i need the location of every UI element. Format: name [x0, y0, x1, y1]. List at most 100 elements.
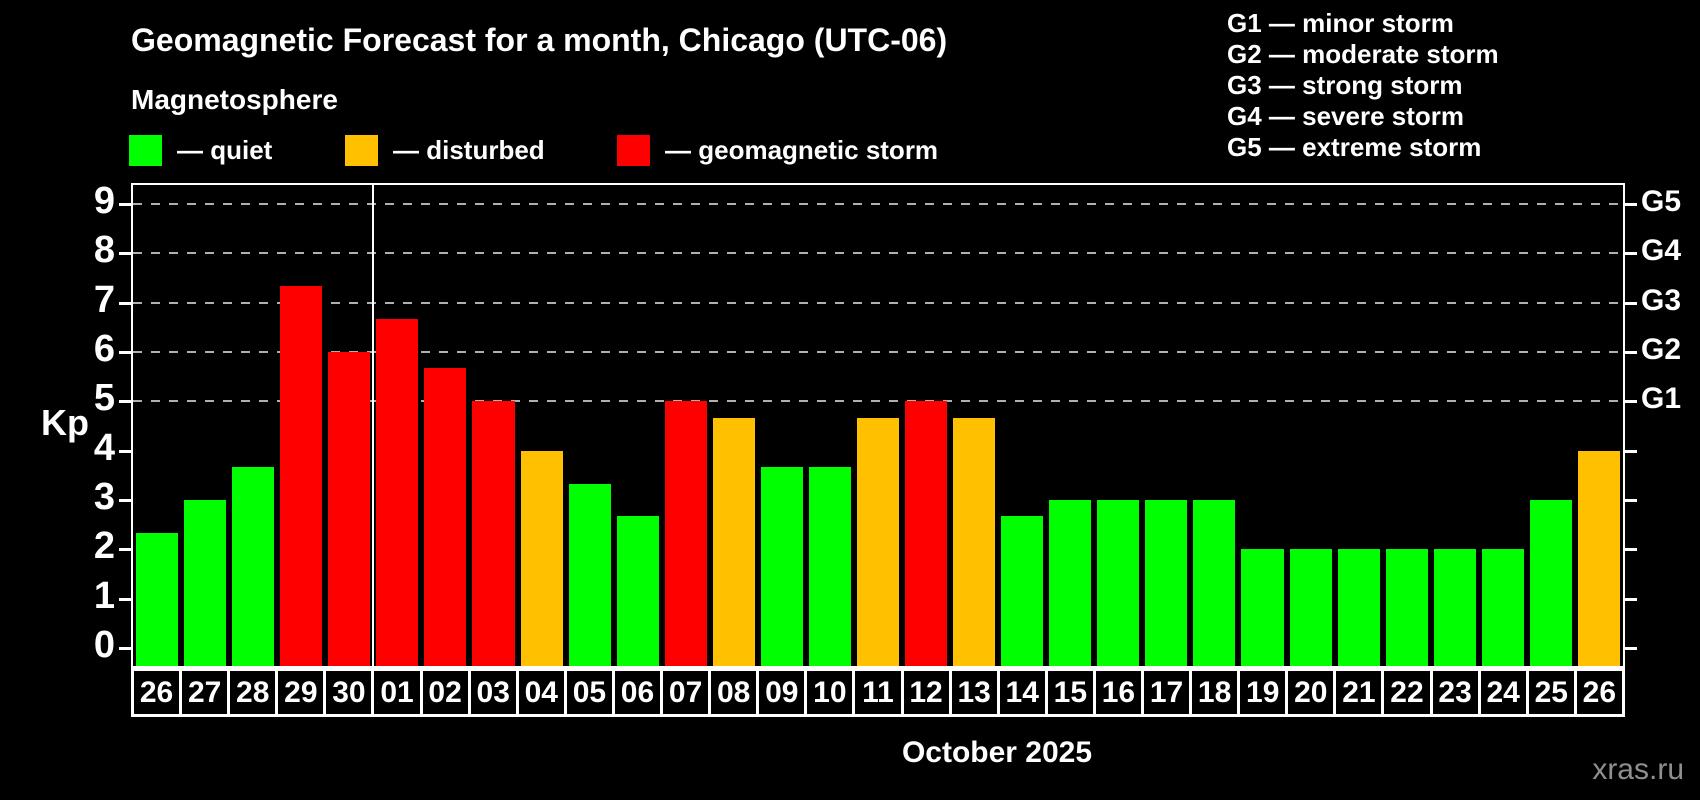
y-axis-tick-right: [1625, 499, 1637, 503]
y-axis-tick-right: [1625, 252, 1637, 256]
bar-day-29: [280, 286, 323, 666]
y-axis-tick-left: [119, 350, 131, 354]
x-axis-date-cell: 06: [611, 671, 660, 714]
y-axis-tick-label: 4: [93, 426, 115, 469]
y-axis-tick-left: [119, 400, 131, 404]
bar-day-19: [1241, 549, 1284, 666]
bar-day-14: [1001, 516, 1044, 666]
legend-swatch-quiet: [129, 135, 162, 166]
bar-day-12: [905, 401, 948, 666]
x-axis-date-cell: 08: [708, 671, 756, 714]
y-axis-tick-left: [119, 499, 131, 503]
y-axis-tick-left: [119, 449, 131, 453]
legend-label-disturbed: — disturbed: [393, 135, 545, 165]
legend-swatch-disturbed: [345, 135, 378, 166]
y-axis-tick-label: 7: [93, 278, 115, 321]
plot-area: [131, 183, 1625, 668]
y-axis-tick-left: [119, 252, 131, 256]
x-axis-date-cell: 20: [1285, 671, 1333, 714]
y-axis-tick-left: [119, 202, 131, 206]
x-axis-date-cell: 19: [1237, 671, 1285, 714]
x-axis-date-cell: 26: [139, 675, 174, 709]
y-axis-tick-right: [1625, 449, 1637, 453]
y-axis-tick-right: [1625, 647, 1637, 651]
right-axis-g-label: G4: [1641, 234, 1682, 268]
x-axis-date-cell: 23: [1429, 671, 1478, 714]
x-axis-date-cell: 11: [852, 671, 900, 714]
y-axis-tick-label: 1: [93, 574, 115, 617]
y-axis-tick-label: 9: [93, 179, 115, 222]
y-axis-tick-label: 3: [93, 476, 115, 519]
bar-day-04: [520, 450, 563, 666]
x-axis-date-cell: 27: [179, 671, 227, 714]
y-axis-tick-right: [1625, 548, 1637, 552]
gridline-kp9: [133, 202, 1623, 205]
y-axis-tick-label: 5: [93, 377, 115, 420]
x-axis-date-cell: 24: [1477, 671, 1526, 714]
x-axis-date-cell: 15: [1044, 671, 1093, 714]
bar-day-30: [328, 351, 371, 666]
x-axis-month-label: October 2025: [901, 736, 1093, 769]
bar-day-26: [1577, 450, 1620, 666]
watermark-xras: xras.ru: [1592, 753, 1684, 786]
y-axis-tick-left: [119, 301, 131, 305]
bar-day-22: [1385, 549, 1428, 666]
bar-day-27: [184, 500, 227, 666]
g-scale-legend-item: G3 — strong storm: [1227, 70, 1463, 100]
chart-subtitle: Magnetosphere: [131, 84, 338, 115]
legend-item-storm: — geomagnetic storm: [617, 134, 938, 167]
chart-title: Geomagnetic Forecast for a month, Chicag…: [131, 22, 948, 58]
bar-day-17: [1145, 500, 1188, 666]
legend-item-disturbed: — disturbed: [345, 134, 545, 167]
x-axis-date-cell: 21: [1333, 671, 1381, 714]
x-axis-date-cell: 09: [756, 671, 804, 714]
x-axis-date-cell: 25: [1525, 671, 1574, 714]
x-axis-date-cell: 05: [563, 671, 612, 714]
y-axis-tick-left: [119, 597, 131, 601]
bar-day-09: [760, 466, 803, 666]
x-axis-date-cell: 17: [1140, 671, 1189, 714]
gridline-kp6: [133, 350, 1623, 353]
y-axis-tick-right: [1625, 350, 1637, 354]
x-axis-date-cell: 18: [1189, 671, 1237, 714]
gridline-kp7: [133, 301, 1623, 304]
x-axis-date-cell: 12: [900, 671, 949, 714]
right-axis-g-label: G3: [1641, 283, 1682, 317]
bar-day-18: [1193, 500, 1236, 666]
bar-day-07: [664, 401, 707, 666]
gridline-kp5: [133, 400, 1623, 403]
gridline-kp8: [133, 252, 1623, 255]
y-axis-tick-label: 0: [93, 624, 115, 667]
x-axis-date-cell: 02: [419, 671, 468, 714]
y-axis-tick-label: 8: [93, 229, 115, 272]
y-axis-tick-left: [119, 548, 131, 552]
bar-day-21: [1337, 549, 1380, 666]
x-axis-date-cell: 01: [371, 671, 419, 714]
x-axis-date-cell: 14: [996, 671, 1045, 714]
x-axis-date-cell: 26: [1573, 671, 1622, 714]
legend-label-quiet: — quiet: [177, 135, 273, 165]
x-axis-date-cell: 29: [275, 671, 323, 714]
legend-swatch-storm: [617, 135, 650, 166]
bar-day-20: [1289, 549, 1332, 666]
y-axis-tick-right: [1625, 202, 1637, 206]
x-axis-date-cell: 13: [948, 671, 997, 714]
y-axis-tick-right: [1625, 400, 1637, 404]
x-axis-date-cell: 03: [467, 671, 516, 714]
bar-day-23: [1433, 549, 1476, 666]
y-axis-tick-right: [1625, 597, 1637, 601]
bar-day-01: [376, 318, 419, 666]
bar-day-13: [953, 417, 996, 666]
y-axis-tick-label: 6: [93, 327, 115, 370]
right-axis-g-label: G1: [1641, 382, 1682, 416]
g-scale-legend-item: G2 — moderate storm: [1227, 39, 1499, 69]
g-scale-legend-item: G5 — extreme storm: [1227, 132, 1482, 162]
g-scale-legend: G1 — minor storm G2 — moderate storm G3 — …: [1227, 8, 1499, 163]
x-axis-date-cell: 28: [227, 671, 275, 714]
month-boundary-line: [372, 185, 374, 666]
x-axis-date-cell: 22: [1381, 671, 1429, 714]
bar-day-15: [1049, 500, 1092, 666]
legend-item-quiet: — quiet: [129, 134, 272, 167]
bar-day-25: [1529, 500, 1572, 666]
